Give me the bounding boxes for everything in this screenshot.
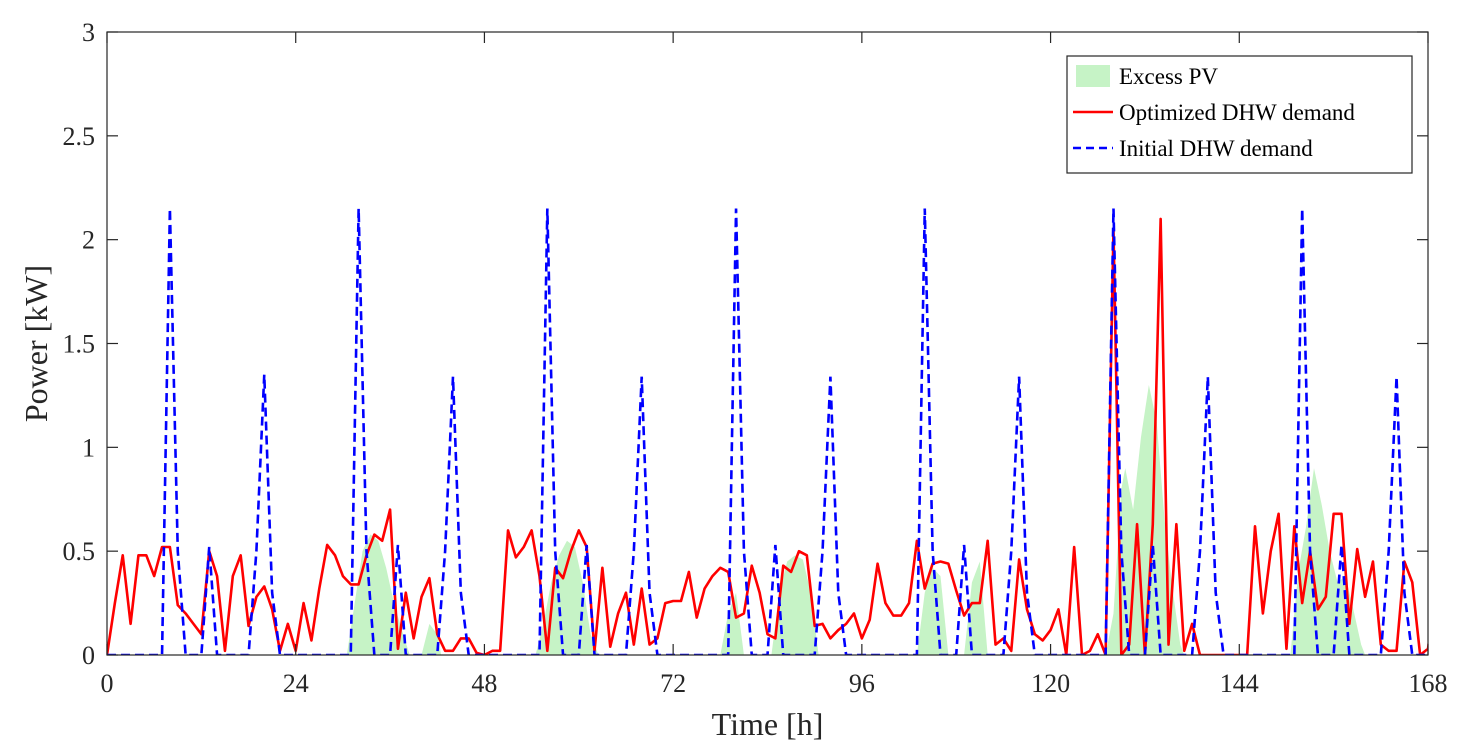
- y-tick-label: 1: [82, 433, 95, 462]
- x-tick-label: 144: [1220, 669, 1259, 698]
- legend: Excess PV Optimized DHW demand Initial DHW…: [1066, 55, 1413, 174]
- y-tick-label: 2: [82, 226, 95, 255]
- y-tick-label: 0.5: [63, 537, 96, 566]
- legend-swatch-excess-pv: [1076, 65, 1110, 87]
- x-tick-label: 120: [1031, 669, 1070, 698]
- y-tick-label: 0: [82, 641, 95, 670]
- y-tick-label: 1.5: [63, 330, 96, 359]
- x-tick-label: 168: [1409, 669, 1448, 698]
- x-tick-label: 72: [660, 669, 686, 698]
- axes: 0 24 48 72 96 120 144 168 0 0.5 1 1.5 2 2.5 3: [63, 18, 1448, 698]
- x-tick-label: 0: [101, 669, 114, 698]
- y-tick-label: 2.5: [63, 122, 96, 151]
- series-excess-pv-area: [346, 385, 1366, 655]
- legend-label-optimized-dhw-demand: Optimized DHW demand: [1119, 100, 1355, 125]
- x-tick-label: 24: [283, 669, 309, 698]
- series-optimized-dhw-line: [107, 217, 1428, 655]
- y-tick-label: 3: [82, 18, 95, 47]
- x-axis-label: Time [h]: [712, 706, 824, 742]
- x-tick-label: 96: [849, 669, 875, 698]
- series-initial-dhw-line: [107, 208, 1428, 655]
- y-axis-label: Power [kW]: [18, 265, 54, 422]
- legend-label-excess-pv: Excess PV: [1119, 64, 1218, 89]
- plot-area: [107, 208, 1428, 655]
- x-tick-label: 48: [471, 669, 497, 698]
- legend-label-initial-dhw-demand: Initial DHW demand: [1119, 136, 1313, 161]
- legend-box: [1066, 55, 1413, 174]
